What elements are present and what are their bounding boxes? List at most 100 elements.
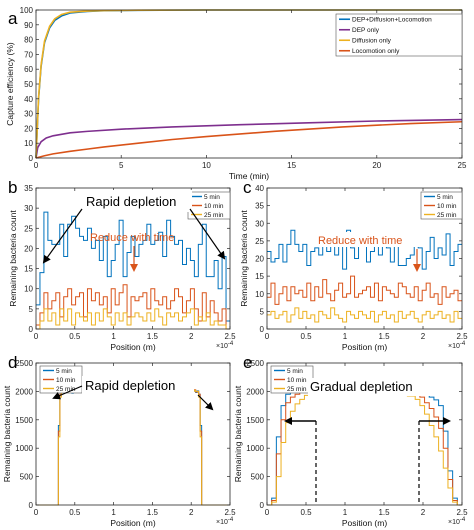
legend-entry-d: 10 min — [56, 377, 76, 384]
legend-entry-b: 25 min — [204, 212, 224, 219]
legend-entry-a: DEP only — [352, 27, 380, 34]
legend-entry-a: Locomotion only — [352, 48, 400, 55]
x-axis-exponent-power-c: -4 — [460, 341, 466, 347]
legend-entry-e: 25 min — [287, 386, 307, 393]
annotation-reduce-with-time-b: Reduce with time — [90, 232, 174, 244]
y-tick-label-d: 0 — [29, 501, 34, 510]
annotation-bg — [316, 232, 422, 247]
x-tick-label-e: 1.5 — [378, 508, 390, 517]
annotation-rapid-depletion-b: Rapid depletion — [86, 194, 176, 209]
arrow-left-b — [42, 208, 83, 264]
x-tick-label-d: 0 — [34, 508, 39, 517]
plot-frame-b — [35, 187, 231, 330]
y-tick-label-b: 25 — [24, 224, 33, 233]
x-tick-label-a: 25 — [458, 161, 467, 170]
x-axis-exponent-power-e: -4 — [460, 517, 466, 523]
x-tick-label-b: 1.5 — [147, 332, 159, 341]
arrow-right-b — [189, 208, 226, 260]
x-tick-label-b: 2 — [189, 332, 194, 341]
y-tick-label-a: 40 — [24, 95, 33, 104]
y-axis-label-b: Remaining bacteria count — [8, 210, 18, 307]
y-tick-label-a: 90 — [24, 21, 33, 30]
annotations-b: Rapid depletion Reduce with time — [42, 190, 226, 272]
legend-entry-b: 10 min — [204, 203, 224, 210]
legend-e: 5 min 10 min 25 min — [270, 365, 314, 394]
series-line-d-25-min — [36, 389, 230, 506]
y-tick-label-c: 40 — [255, 184, 264, 193]
legend-c: 5 min 10 min 25 min — [420, 191, 463, 220]
x-axis-exponent-d: ×10-4 — [216, 517, 234, 526]
y-tick-label-d: 2000 — [15, 387, 33, 396]
series-line-b-25-min — [36, 308, 230, 330]
y-tick-label-a: 80 — [24, 36, 33, 45]
x-tick-label-d: 0.5 — [69, 508, 81, 517]
y-tick-label-c: 15 — [255, 272, 264, 281]
y-tick-label-e: 0 — [260, 501, 265, 510]
x-tick-label-e: 1 — [343, 508, 348, 517]
annotation-reduce-with-time-c: Reduce with time — [318, 235, 402, 247]
series-line-c-10-min — [267, 275, 462, 305]
y-axis-label-e: Remaining bacteria count — [233, 385, 243, 482]
legend-entry-c: 5 min — [437, 194, 453, 201]
series-line-a-locomotion-only — [35, 120, 463, 159]
legend-entry-a: DEP+Diffusion+Locomotion — [352, 17, 432, 24]
panel-label-a: a — [8, 9, 18, 28]
x-tick-label-a: 0 — [34, 161, 39, 170]
x-axis-label-b: Position (m) — [110, 342, 156, 352]
x-tick-label-e: 2 — [421, 508, 426, 517]
series-line-e-5-min — [267, 386, 462, 506]
series-line-a-dep-only — [35, 118, 463, 159]
annotation-bg — [82, 190, 192, 212]
panel-label-c: c — [243, 178, 252, 197]
x-axis-exponent-c: ×10-4 — [448, 341, 466, 350]
y-tick-label-e: 1000 — [246, 444, 264, 453]
series-line-b-5-min — [36, 211, 230, 322]
x-tick-label-c: 1.5 — [378, 332, 390, 341]
x-tick-label-a: 15 — [287, 161, 296, 170]
legend-box-a — [335, 13, 463, 57]
y-tick-label-c: 5 — [260, 307, 265, 316]
legend-entry-b: 5 min — [204, 194, 220, 201]
x-tick-label-a: 20 — [372, 161, 381, 170]
y-tick-label-b: 35 — [24, 184, 33, 193]
legend-entry-e: 10 min — [287, 377, 307, 384]
x-tick-label-d: 2 — [189, 508, 194, 517]
annotation-gradual-depletion-e: Gradual depletion — [310, 379, 413, 394]
x-tick-label-d: 1 — [111, 508, 116, 517]
x-tick-label-d: 2.5 — [224, 508, 236, 517]
legend-b: 5 min 10 min 25 min — [187, 191, 231, 220]
y-tick-label-d: 1000 — [15, 444, 33, 453]
series-line-e-25-min — [267, 389, 462, 506]
x-axis-exponent-b: ×10-4 — [216, 341, 234, 350]
y-tick-label-e: 500 — [251, 473, 265, 482]
annotation-rapid-depletion-d: Rapid depletion — [85, 378, 175, 393]
y-tick-label-a: 60 — [24, 65, 33, 74]
series-line-d-5-min — [36, 388, 230, 506]
x-tick-label-d: 1.5 — [147, 508, 159, 517]
x-tick-label-b: 2.5 — [224, 332, 236, 341]
legend-entry-c: 25 min — [437, 212, 457, 219]
arrow-left-d — [52, 385, 83, 400]
y-axis-label-d: Remaining bacteria count — [2, 385, 12, 482]
legend-entry-c: 10 min — [437, 203, 457, 210]
y-tick-label-b: 20 — [24, 244, 33, 253]
y-axis-label-c: Remaining bacteria count — [239, 210, 249, 307]
y-tick-label-a: 10 — [24, 139, 33, 148]
chart-panel-a: 0 5 10 15 20 25 0 10 20 30 40 50 60 70 80 90 100 Time (mi… — [5, 6, 467, 181]
y-tick-label-b: 15 — [24, 265, 33, 274]
legend-a: DEP+Diffusion+Locomotion DEP only Diffusio… — [335, 13, 463, 57]
x-axis-label-c: Position (m) — [342, 342, 388, 352]
x-tick-label-a: 5 — [119, 161, 124, 170]
y-tick-label-c: 30 — [255, 219, 264, 228]
series-line-e-10-min — [267, 389, 462, 506]
legend-entry-d: 5 min — [56, 368, 72, 375]
plot-frame-d — [35, 362, 231, 506]
y-axis-label-a: Capture efficiency (%) — [5, 42, 15, 126]
y-tick-label-b: 0 — [29, 325, 34, 334]
x-tick-label-c: 2.5 — [456, 332, 468, 341]
x-tick-label-e: 0.5 — [300, 508, 312, 517]
annotation-bg — [308, 378, 430, 396]
y-tick-label-d: 500 — [20, 473, 34, 482]
x-tick-label-e: 0 — [265, 508, 270, 517]
y-tick-label-a: 20 — [24, 124, 33, 133]
